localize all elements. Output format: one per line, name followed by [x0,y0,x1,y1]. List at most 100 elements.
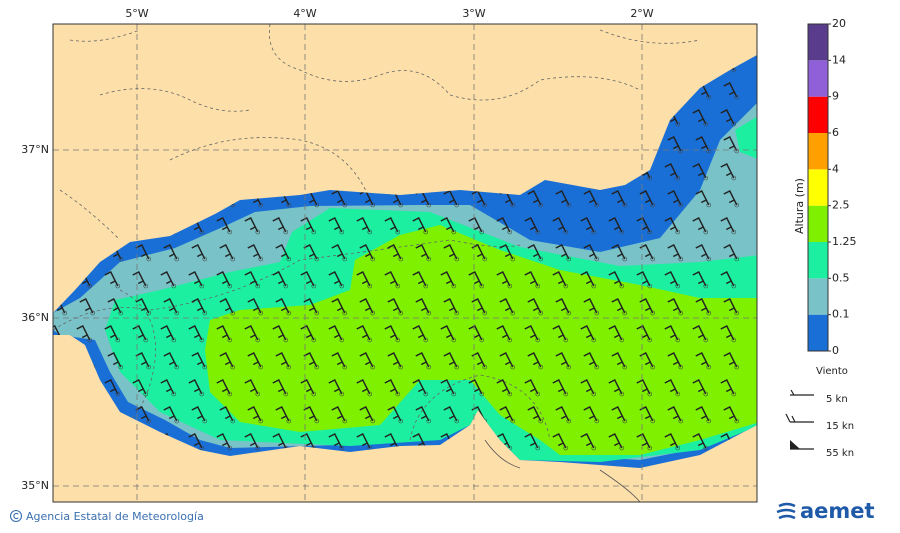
wind-barb [636,217,651,233]
barb-station [423,391,429,397]
wind-barb [723,352,738,368]
wind-barb [552,433,567,449]
barb-station [678,418,684,424]
barb-station [370,202,376,208]
barb-station [258,202,264,208]
barb-station [507,337,513,343]
wind-barb [104,325,119,341]
wind-barb [695,298,710,314]
wind-barb [303,244,318,260]
wind-barb [356,271,371,287]
colorbar-label: 6 [832,126,839,139]
barb-station [202,256,208,262]
barb-station [563,445,569,451]
barb-station [398,364,404,370]
barb-station [591,445,597,451]
wind-barb [135,352,150,368]
barb-station [199,337,205,343]
wind-barb [359,352,374,368]
wind-barb [468,325,483,341]
wind-barb [415,298,430,314]
wind-barb [468,217,483,233]
wind-barb [415,352,430,368]
wind-barb [496,325,511,341]
wind-barb [667,406,682,422]
barb-station [342,418,348,424]
barb-station [342,256,348,262]
colorbar-label: 0.5 [832,271,850,284]
barb-station [591,337,597,343]
barb-station [202,418,208,424]
credit-text: Agencia Estatal de Meteorología [26,510,204,523]
colorbar-title: Altura (m) [793,178,806,234]
wind-barb [555,406,570,422]
wind-barb [412,217,427,233]
wind-barb [664,433,679,449]
barb-station [286,364,292,370]
wind-barb [667,136,682,152]
colorbar-segment [808,133,828,170]
barb-station [339,391,345,397]
barb-station [566,256,572,262]
wind-barb [443,406,458,422]
wind-barb [300,217,315,233]
wind-barb [387,406,402,422]
colorbar: 0 0.1 0.5 1.25 2.5 4 6 9 14 20 [807,17,857,357]
wind-barb [328,325,343,341]
wind-barb [359,244,374,260]
wind-barb [356,379,371,395]
wind-barb [639,190,654,206]
wind-barb [524,325,539,341]
wind-barb [384,271,399,287]
colorbar-label: 1.25 [832,235,857,248]
wind-barb [328,271,343,287]
wind-barb [163,298,178,314]
wind-barb [219,406,234,422]
barb-station [174,256,180,262]
wind-barb [667,298,682,314]
wind-barb [499,352,514,368]
wind-barb [244,325,259,341]
barb-station [370,364,376,370]
logo: aemet [776,499,875,523]
colorbar-frame [807,23,829,352]
wind-barb [608,217,623,233]
barb-station [591,391,597,397]
lat-label: 37°N [21,143,49,156]
barb-station [202,310,208,316]
wind-barb [664,271,679,287]
wind-barb [611,190,626,206]
wind-barb [695,352,710,368]
barb-station [591,229,597,235]
barb-station [647,229,653,235]
barb-station [454,202,460,208]
barb-station [227,229,233,235]
wind-barb [664,325,679,341]
barb-station [199,445,205,451]
barb-station [286,202,292,208]
wind-barb [356,325,371,341]
wind-barb [412,271,427,287]
wind-barb [664,379,679,395]
barb-station [395,337,401,343]
barb-station [538,418,544,424]
wind-barb [723,244,738,260]
wind-barb [272,379,287,395]
barb-station [342,364,348,370]
barb-station [479,337,485,343]
wind-barb [580,325,595,341]
wind-barb [412,379,427,395]
barb-station [706,310,712,316]
wind-barb [191,406,206,422]
wind-barb [468,379,483,395]
wind-barb [107,352,122,368]
barb-station [174,364,180,370]
barb-station [395,391,401,397]
barb-station [87,283,93,289]
barb-station [507,391,513,397]
barb-station [342,202,348,208]
barb-station [619,445,625,451]
wind-barb [359,298,374,314]
wind-barb [275,406,290,422]
barb-station [703,121,709,127]
